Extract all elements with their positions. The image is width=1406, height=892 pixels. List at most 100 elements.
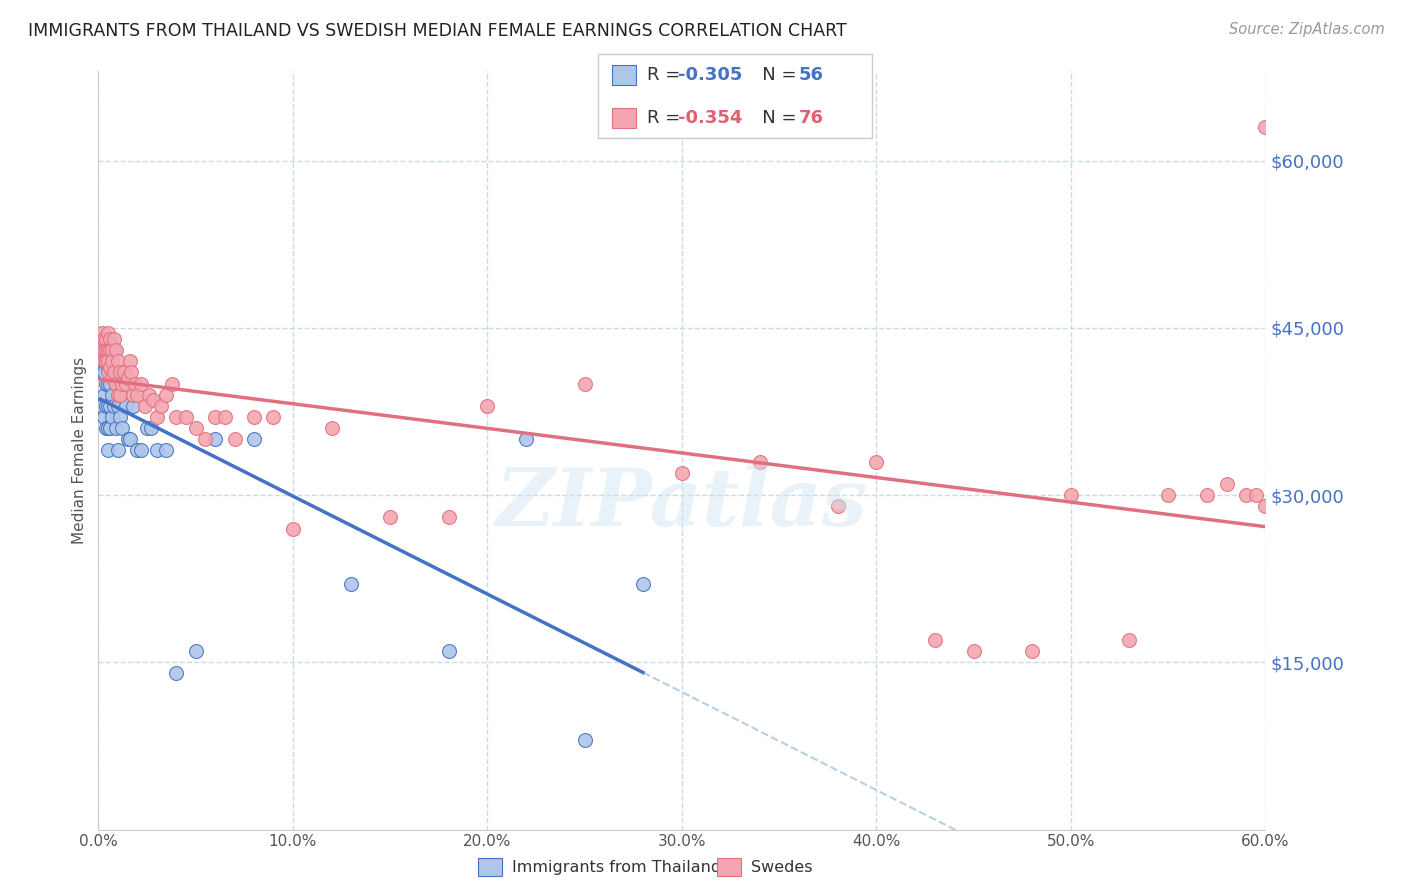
Point — [98, 343, 121, 358]
Point — [103, 399, 125, 413]
Point — [321, 421, 343, 435]
Point — [127, 443, 149, 458]
Y-axis label: Median Female Earnings: Median Female Earnings — [72, 357, 87, 544]
Text: N =: N = — [745, 109, 803, 127]
Point — [97, 359, 120, 374]
Point — [97, 376, 120, 391]
Point — [96, 343, 118, 358]
Point — [243, 433, 266, 447]
Point — [103, 366, 125, 380]
Point — [129, 376, 152, 391]
Point — [1254, 120, 1277, 135]
Text: -0.354: -0.354 — [678, 109, 742, 127]
Point — [93, 410, 115, 425]
Point — [204, 410, 226, 425]
Point — [91, 332, 114, 346]
Point — [97, 399, 120, 413]
Point — [111, 376, 134, 391]
Point — [118, 354, 141, 368]
Point — [101, 387, 124, 401]
Point — [1234, 488, 1257, 502]
Point — [107, 387, 129, 401]
Point — [93, 337, 115, 351]
Point — [104, 343, 127, 358]
Point — [139, 421, 162, 435]
Point — [121, 366, 143, 380]
Point — [108, 410, 131, 425]
Point — [671, 466, 693, 480]
Point — [103, 343, 125, 358]
Point — [114, 399, 136, 413]
Point — [107, 443, 129, 458]
Point — [865, 455, 887, 469]
Point — [827, 500, 849, 514]
Point — [93, 343, 115, 358]
Point — [97, 326, 120, 341]
Point — [108, 366, 131, 380]
Point — [91, 366, 114, 380]
Point — [149, 399, 172, 413]
Point — [89, 354, 111, 368]
Point — [574, 376, 596, 391]
Point — [98, 354, 121, 368]
Point — [1215, 476, 1237, 491]
Point — [107, 399, 129, 413]
Point — [1195, 488, 1218, 502]
Point — [174, 410, 197, 425]
Point — [114, 376, 136, 391]
Point — [204, 433, 226, 447]
Point — [162, 376, 184, 391]
Point — [924, 633, 946, 648]
Point — [165, 410, 187, 425]
Point — [142, 393, 165, 408]
Point — [96, 332, 118, 346]
Point — [184, 644, 207, 658]
Point — [962, 644, 984, 658]
Point — [118, 433, 141, 447]
Point — [138, 387, 160, 401]
Point — [136, 421, 159, 435]
Point — [98, 359, 121, 374]
Point — [165, 666, 187, 681]
Point — [574, 733, 596, 747]
Point — [155, 443, 177, 458]
Point — [96, 354, 118, 368]
Point — [97, 443, 120, 458]
Point — [1118, 633, 1140, 648]
Point — [111, 421, 134, 435]
Point — [97, 354, 120, 368]
Point — [93, 354, 115, 368]
Point — [91, 326, 114, 341]
Point — [437, 644, 460, 658]
Point — [243, 410, 266, 425]
Point — [194, 433, 217, 447]
Point — [112, 366, 135, 380]
Point — [477, 399, 499, 413]
Point — [1060, 488, 1083, 502]
Point — [89, 343, 111, 358]
Text: Swedes: Swedes — [751, 860, 813, 874]
Point — [112, 376, 135, 391]
Point — [103, 332, 125, 346]
Text: 76: 76 — [799, 109, 824, 127]
Point — [104, 421, 127, 435]
Point — [97, 343, 120, 358]
Point — [1244, 488, 1267, 502]
Point — [515, 433, 537, 447]
Point — [93, 332, 115, 346]
Point — [89, 343, 111, 358]
Point — [127, 387, 149, 401]
Text: 56: 56 — [799, 66, 824, 84]
Point — [281, 521, 304, 535]
Point — [146, 443, 169, 458]
Point — [104, 376, 127, 391]
Point — [122, 387, 145, 401]
Text: Immigrants from Thailand: Immigrants from Thailand — [512, 860, 721, 874]
Point — [122, 399, 145, 413]
Text: R =: R = — [647, 109, 686, 127]
Point — [98, 332, 121, 346]
Point — [184, 421, 207, 435]
Point — [124, 376, 146, 391]
Point — [214, 410, 236, 425]
Point — [91, 337, 114, 351]
